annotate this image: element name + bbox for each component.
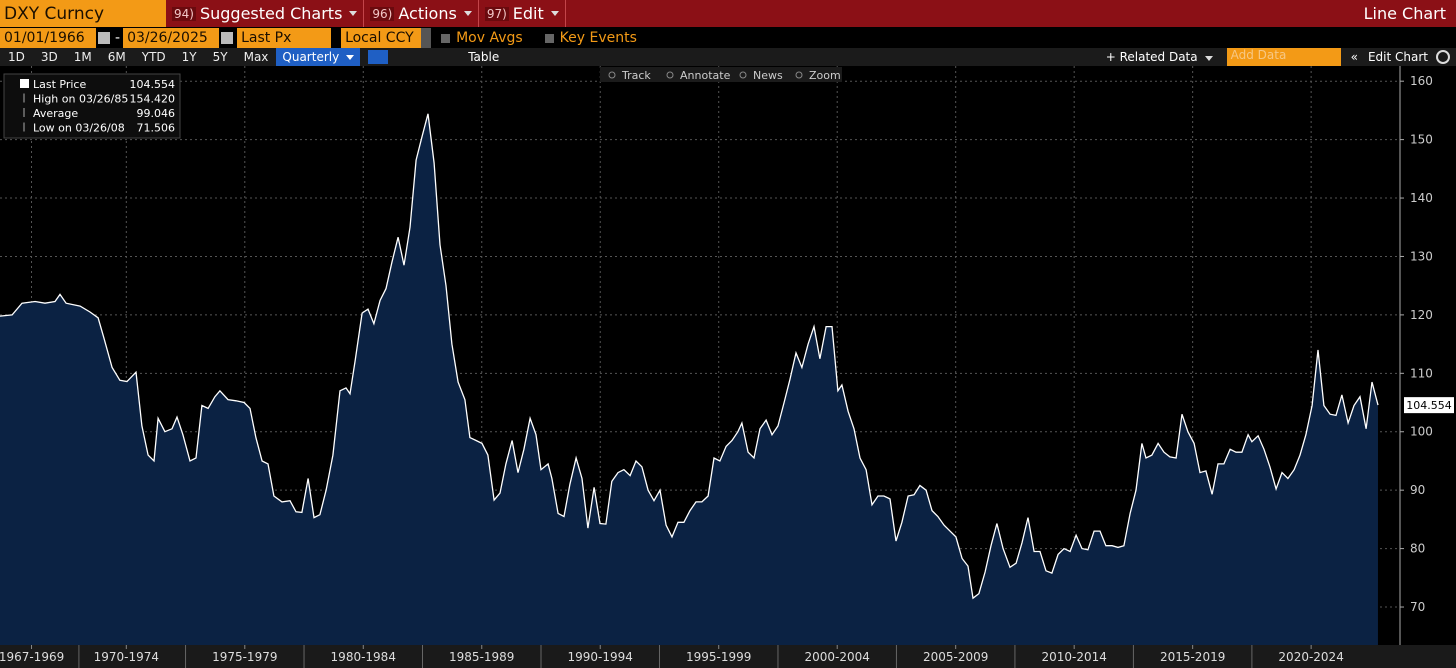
x-tick-label: 1967-1969 bbox=[0, 650, 64, 664]
tool-button[interactable]: Annotate bbox=[680, 69, 731, 82]
menu[interactable]: 96) Actions bbox=[370, 0, 479, 27]
settings-icon[interactable] bbox=[1436, 50, 1450, 64]
y-tick-label: 120 bbox=[1410, 308, 1433, 322]
legend-label: Low on 03/26/08 bbox=[33, 122, 125, 135]
ticker[interactable]: DXY Curncy bbox=[0, 0, 166, 27]
legend-swatch bbox=[20, 79, 29, 88]
period-button[interactable]: 1M bbox=[73, 50, 92, 64]
y-tick-label: 140 bbox=[1410, 191, 1433, 205]
checkbox[interactable] bbox=[544, 33, 554, 43]
last-price-label: 104.554 bbox=[1406, 399, 1452, 412]
x-tick-label: 2000-2004 bbox=[804, 650, 869, 664]
calendar-icon[interactable] bbox=[98, 32, 110, 44]
x-tick-label: 1995-1999 bbox=[686, 650, 751, 664]
tool-icon bbox=[795, 71, 803, 79]
period-button[interactable]: 1Y bbox=[181, 50, 197, 64]
legend-value: 104.554 bbox=[130, 78, 176, 91]
x-tick-label: 2005-2009 bbox=[923, 650, 988, 664]
periods: 1D 3D 1M 6M YTD 1Y 5Y Max bbox=[0, 50, 276, 64]
y-tick-label: 90 bbox=[1410, 483, 1425, 497]
legend-label: High on 03/26/85 bbox=[33, 93, 128, 106]
y-tick-label: 70 bbox=[1410, 600, 1425, 614]
dash: - bbox=[115, 30, 121, 46]
period-button[interactable]: 3D bbox=[40, 50, 58, 64]
period-button[interactable]: 1D bbox=[8, 50, 25, 64]
option[interactable]: Key Events bbox=[559, 30, 637, 46]
tool-icon bbox=[666, 71, 674, 79]
y-tick-label: 150 bbox=[1410, 133, 1433, 147]
y-tick-label: 130 bbox=[1410, 249, 1433, 263]
view-name: Line Chart bbox=[1363, 4, 1446, 23]
tool-button[interactable]: Track bbox=[621, 69, 651, 82]
period-button[interactable]: Max bbox=[243, 50, 269, 64]
table-button[interactable]: Table bbox=[468, 50, 500, 64]
related-data[interactable]: + Related Data bbox=[1106, 50, 1213, 64]
legend-value: 71.506 bbox=[137, 122, 176, 135]
menu-arrow bbox=[463, 11, 472, 16]
legend-label: Last Price bbox=[33, 78, 86, 91]
legend-label: Average bbox=[33, 107, 78, 120]
controls: 01/01/1966 - 03/26/2025 Last Px Local CC… bbox=[0, 28, 1456, 48]
currency[interactable]: Local CCY bbox=[341, 28, 422, 48]
chart-toolbar: 1D 3D 1M 6M YTD 1Y 5Y Max Quarterly Table + Rel… bbox=[0, 48, 1456, 66]
menu-arrow bbox=[349, 11, 358, 16]
option[interactable]: Mov Avgs bbox=[456, 30, 523, 46]
frequency[interactable]: Quarterly bbox=[276, 48, 361, 66]
y-tick-label: 80 bbox=[1410, 542, 1425, 556]
menu-code[interactable]: 97) bbox=[484, 6, 509, 21]
menus: 94) Suggested Charts 96) Actions 97) Edit bbox=[166, 0, 566, 27]
last-price-tag bbox=[1404, 397, 1454, 414]
area bbox=[0, 113, 1378, 646]
checkbox[interactable] bbox=[441, 33, 451, 43]
tool-icon bbox=[608, 71, 616, 79]
tools-bar bbox=[600, 67, 842, 82]
menu-arrow bbox=[550, 11, 559, 16]
calendar-icon[interactable] bbox=[221, 32, 234, 44]
field[interactable]: Last Px bbox=[237, 28, 332, 48]
x-tick-label: 2020-2024 bbox=[1278, 650, 1343, 664]
period-button[interactable]: 6M bbox=[107, 50, 126, 64]
related-label[interactable]: Related Data bbox=[1119, 50, 1198, 64]
legend-value: 154.420 bbox=[130, 93, 176, 106]
y-tick-label: 110 bbox=[1410, 366, 1433, 380]
frequency-label[interactable]: Quarterly bbox=[282, 50, 340, 64]
menu[interactable]: 97) Edit bbox=[484, 0, 566, 27]
y-tick-label: 100 bbox=[1410, 425, 1433, 439]
x-tick-label: 1980-1984 bbox=[331, 650, 396, 664]
x-tick-label: 1985-1989 bbox=[449, 650, 514, 664]
menu-label[interactable]: Edit bbox=[512, 4, 544, 23]
x-tick-label: 2015-2019 bbox=[1160, 650, 1225, 664]
add-data[interactable]: Add Data bbox=[1226, 48, 1341, 66]
collapse[interactable]: « bbox=[1350, 50, 1358, 64]
x-tick-label: 1990-1994 bbox=[568, 650, 633, 664]
chart: 70 80 90 100 110 120 130 140 150 160 104.554 1967-1… bbox=[0, 66, 1456, 668]
edit-chart[interactable]: Edit Chart bbox=[1367, 50, 1428, 64]
x-tick-label: 2010-2014 bbox=[1041, 650, 1106, 664]
legend-value: 99.046 bbox=[137, 107, 176, 120]
dropdown[interactable] bbox=[421, 28, 432, 48]
legend-box bbox=[3, 73, 181, 139]
menu-code[interactable]: 94) bbox=[172, 6, 196, 21]
menu-label[interactable]: Actions bbox=[398, 4, 457, 23]
line-icon[interactable] bbox=[368, 50, 389, 64]
tool-icon bbox=[739, 71, 747, 79]
tool-button[interactable]: News bbox=[753, 69, 783, 82]
price-line bbox=[0, 113, 1379, 600]
x-tick-label: 1970-1974 bbox=[94, 650, 159, 664]
period-button[interactable]: YTD bbox=[141, 50, 166, 64]
tool-button[interactable]: Zoom bbox=[809, 69, 841, 82]
x-axis-strip bbox=[0, 645, 1456, 668]
title-bar: DXY Curncy 94) Suggested Charts 96) Actions… bbox=[0, 0, 1456, 27]
x-tick-label: 1975-1979 bbox=[212, 650, 277, 664]
menu-code[interactable]: 96) bbox=[370, 6, 395, 21]
y-tick-label: 160 bbox=[1410, 74, 1433, 88]
start-date[interactable]: 01/01/1966 bbox=[0, 28, 96, 48]
menu-label[interactable]: Suggested Charts bbox=[199, 4, 343, 23]
period-button[interactable]: 5Y bbox=[212, 50, 228, 64]
end-date[interactable]: 03/26/2025 bbox=[123, 28, 220, 48]
menu[interactable]: 94) Suggested Charts bbox=[172, 0, 365, 27]
